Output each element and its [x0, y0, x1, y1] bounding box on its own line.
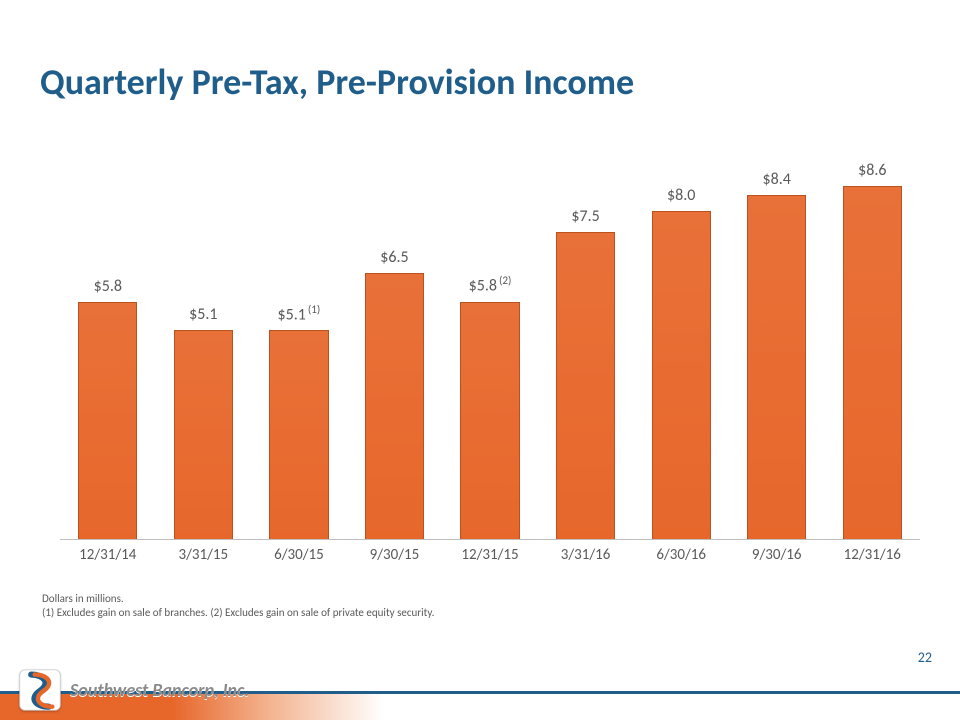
bar	[460, 302, 519, 540]
bar	[747, 195, 806, 540]
income-bar-chart: $5.8$5.1$5.1(1) $6.5 $5.8(2) $7.5 $8.0$8.4$8…	[60, 170, 920, 540]
slide-footer: Southwest Bancorp, Inc.	[0, 660, 960, 720]
brand-name: Southwest Bancorp, Inc.	[70, 679, 249, 701]
bar-value-label: $5.8(2)	[442, 274, 538, 295]
x-axis-label: 6/30/15	[251, 546, 347, 564]
bar-value-superscript: (2)	[499, 274, 511, 288]
bar-slot: $6.5	[347, 170, 443, 540]
bar-value-label: $7.5	[538, 207, 634, 226]
x-axis-label: 12/31/15	[442, 546, 538, 564]
bar-value-label: $8.0	[633, 186, 729, 205]
x-axis-label: 12/31/14	[60, 546, 156, 564]
bar	[174, 330, 233, 540]
brand-logo: Southwest Bancorp, Inc.	[18, 666, 249, 714]
bar-value-label: $5.1	[156, 305, 252, 324]
x-axis-label: 9/30/16	[729, 546, 825, 564]
bar-slot: $8.4	[729, 170, 825, 540]
bar-slot: $5.8	[60, 170, 156, 540]
bar-slot: $8.0	[633, 170, 729, 540]
bar-slot: $5.1(1)	[251, 170, 347, 540]
bar	[652, 211, 711, 540]
bar	[843, 186, 902, 540]
x-axis-label: 3/31/15	[156, 546, 252, 564]
bar-slot: $8.6	[825, 170, 921, 540]
bar-series: $5.8$5.1$5.1(1) $6.5 $5.8(2) $7.5 $8.0$8.4$8…	[60, 170, 920, 540]
bar-value-label: $6.5	[347, 248, 443, 267]
x-axis-label: 6/30/16	[633, 546, 729, 564]
footnote-line-2: (1) Excludes gain on sale of branches. (…	[42, 606, 434, 620]
x-axis-labels: 12/31/143/31/156/30/159/30/1512/31/153/3…	[60, 546, 920, 564]
bar	[269, 330, 328, 540]
bar	[365, 273, 424, 540]
x-axis-line	[60, 539, 920, 540]
bar-slot: $5.1	[156, 170, 252, 540]
bar-slot: $5.8(2)	[442, 170, 538, 540]
logo-mark-icon	[18, 668, 62, 712]
bar-value-superscript: (1)	[308, 303, 320, 317]
bar	[556, 232, 615, 540]
page-title: Quarterly Pre-Tax, Pre-Provision Income	[40, 60, 634, 104]
bar-value-label: $5.1(1)	[251, 303, 347, 324]
x-axis-label: 12/31/16	[825, 546, 921, 564]
bar-value-label: $8.6	[825, 161, 921, 180]
bar-slot: $7.5	[538, 170, 634, 540]
bar-value-label: $5.8	[60, 277, 156, 296]
bar-value-label: $8.4	[729, 170, 825, 189]
footnote-line-1: Dollars in millions.	[42, 592, 124, 606]
bar	[78, 302, 137, 540]
x-axis-label: 3/31/16	[538, 546, 634, 564]
x-axis-label: 9/30/15	[347, 546, 443, 564]
